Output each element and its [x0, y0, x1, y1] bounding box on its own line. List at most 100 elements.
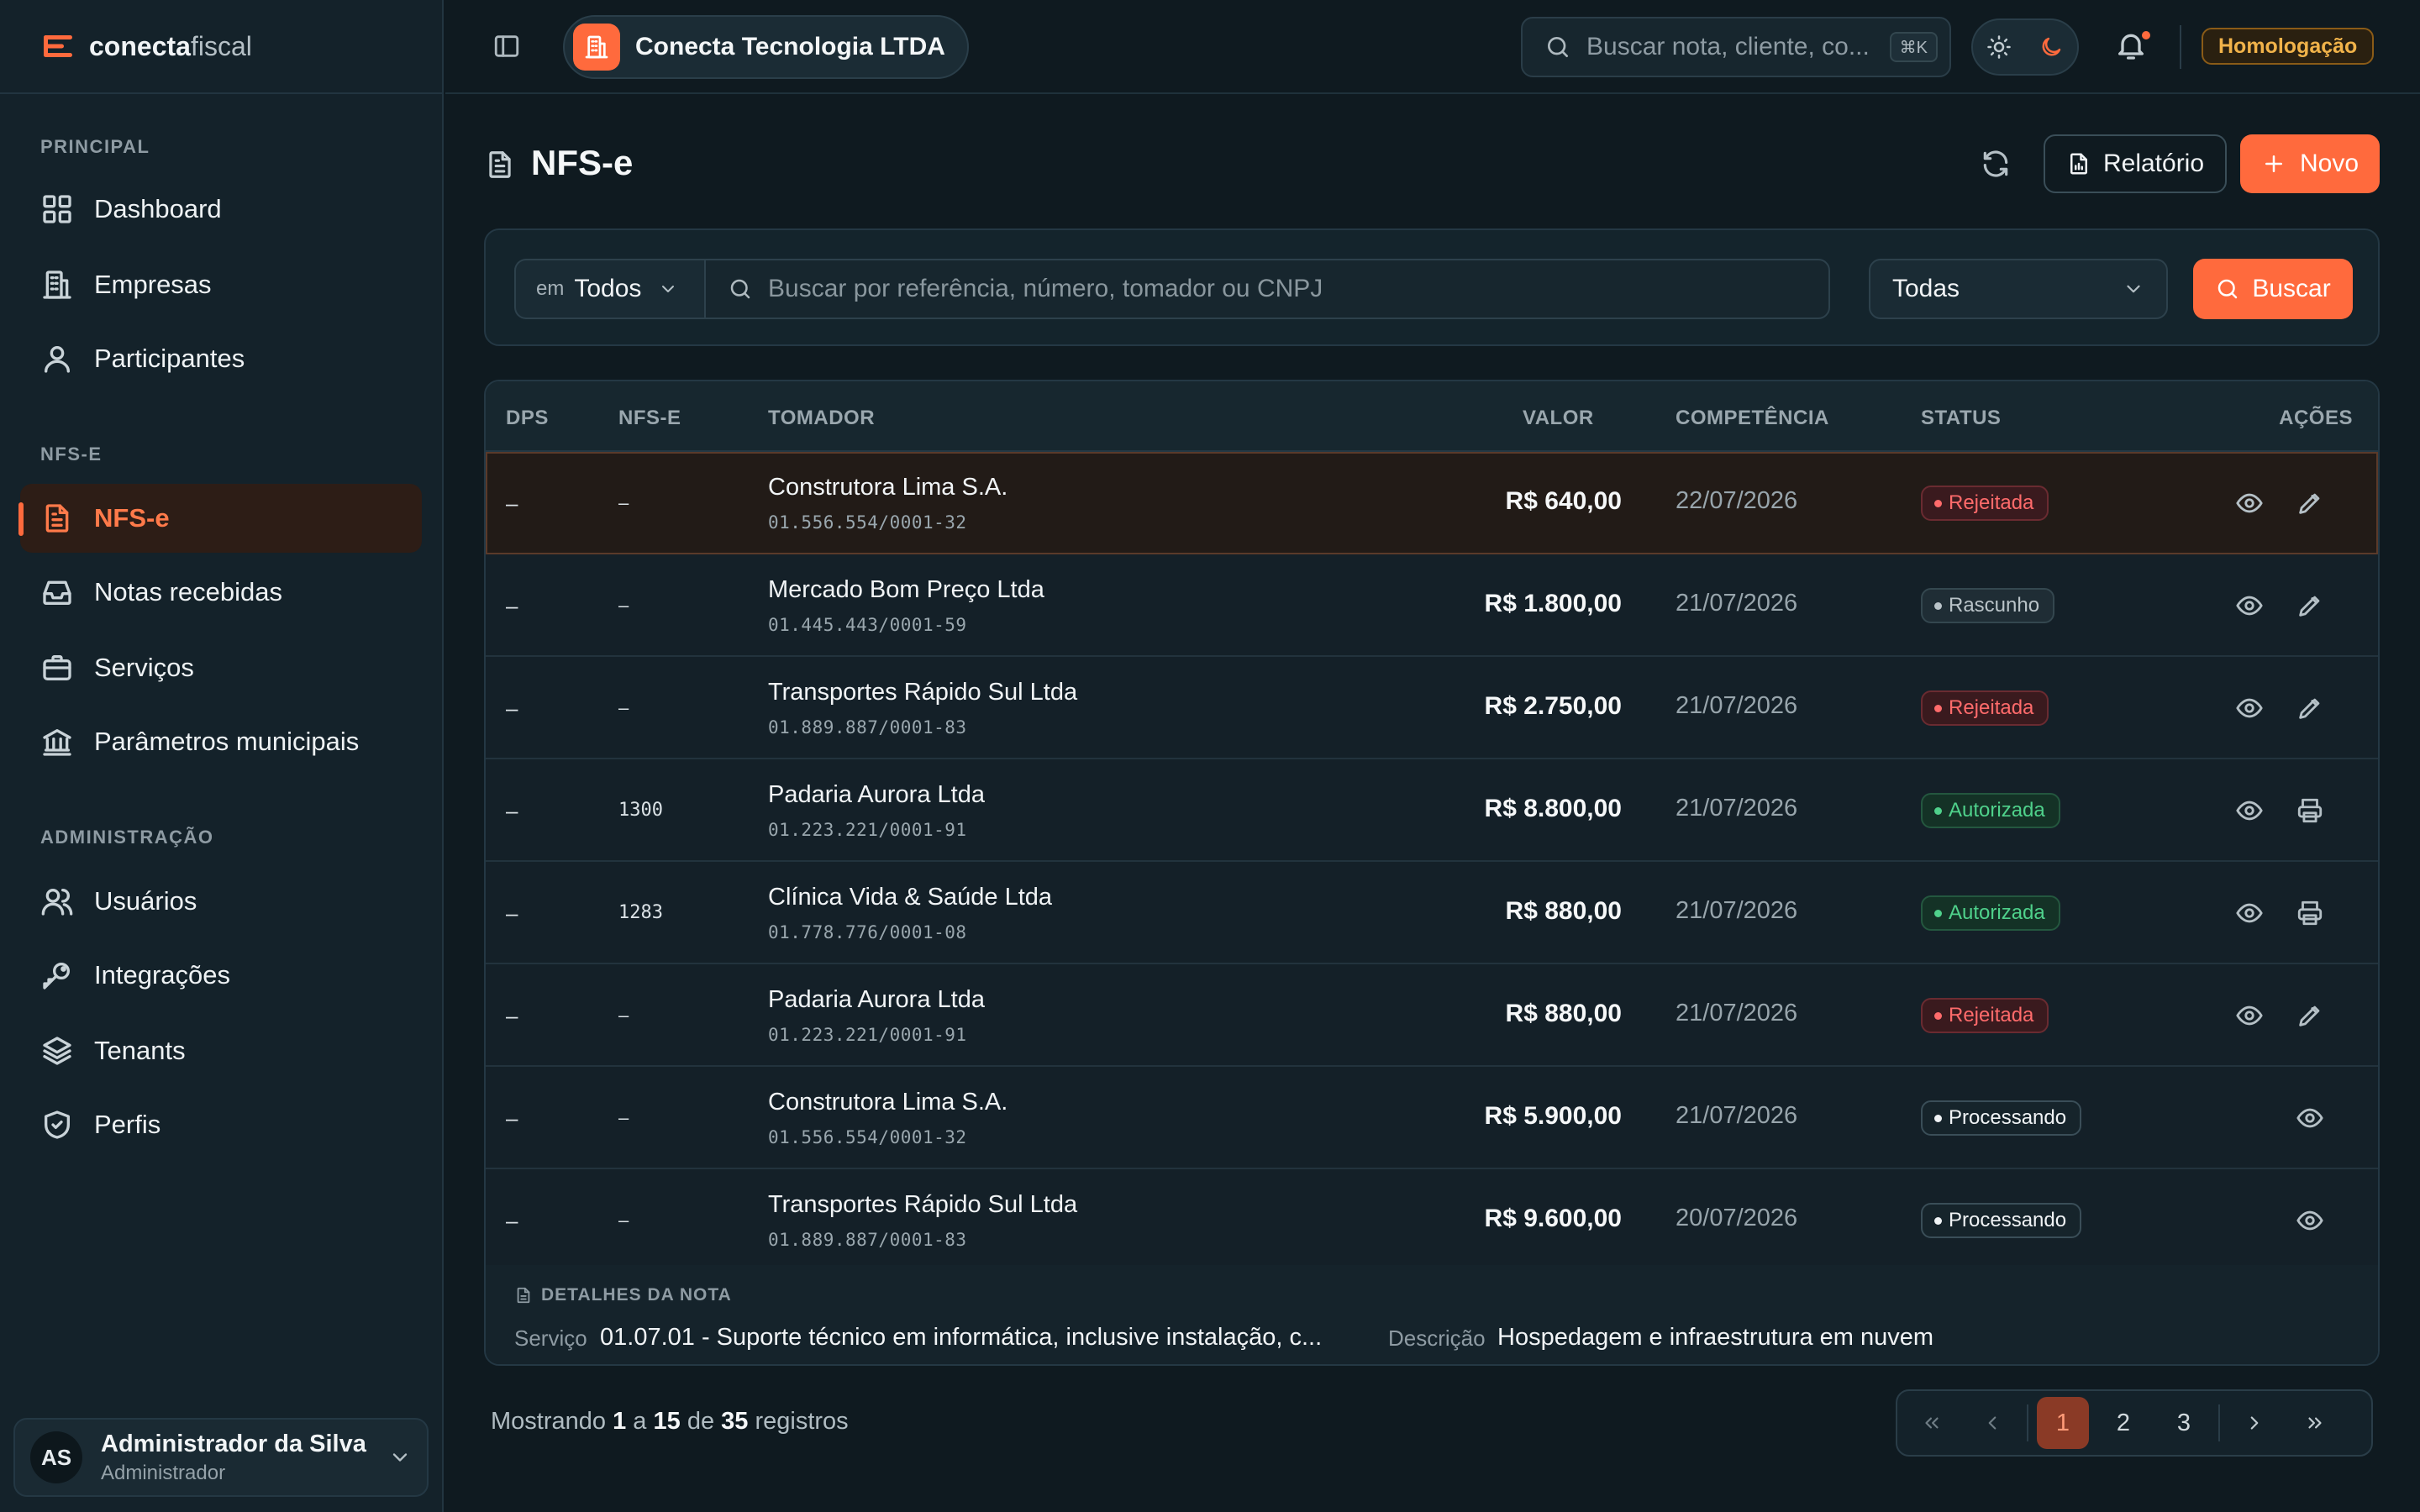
- global-search[interactable]: Buscar nota, cliente, co... ⌘K: [1521, 17, 1951, 77]
- cell-tomador-cnpj: 01.889.887/0001-83: [768, 1230, 967, 1250]
- refresh-icon[interactable]: [1980, 148, 2012, 180]
- sidebar-item-label: Notas recebidas: [94, 577, 283, 606]
- column-header-tomador[interactable]: TOMADOR: [768, 407, 876, 429]
- logo-icon: [44, 35, 72, 57]
- cell-tomador-cnpj: 01.556.554/0001-32: [768, 1127, 967, 1147]
- cell-valor: R$ 9.600,00: [1484, 1205, 1622, 1232]
- page-button-2[interactable]: 2: [2116, 1409, 2131, 1436]
- next-page-button[interactable]: [2228, 1397, 2281, 1449]
- search-button[interactable]: Buscar: [2193, 259, 2353, 319]
- bank-icon: [43, 729, 71, 756]
- cell-tomador-cnpj: 01.889.887/0001-83: [768, 717, 967, 738]
- sidebar-item-participantes[interactable]: Participantes: [20, 324, 422, 393]
- status-badge: Autorizada: [1921, 895, 2060, 931]
- chevron-down-icon: [392, 1453, 408, 1462]
- cell-competencia: 21/07/2026: [1676, 897, 1798, 924]
- sidebar-item-perfis[interactable]: Perfis: [20, 1090, 422, 1159]
- sidebar-item-nfse[interactable]: NFS-e: [18, 484, 422, 553]
- sidebar-item-label: Parâmetros municipais: [94, 727, 360, 756]
- cell-dps: –: [506, 798, 518, 823]
- status-badge: Rejeitada: [1921, 486, 2049, 521]
- theme-toggle[interactable]: [1971, 18, 2079, 76]
- cell-tomador-name: Padaria Aurora Ltda: [768, 781, 985, 808]
- cell-dps: –: [506, 900, 518, 926]
- view-eye-icon[interactable]: [2235, 489, 2264, 517]
- column-header-nfse[interactable]: NFS-E: [618, 407, 681, 429]
- search-icon: [730, 279, 750, 299]
- scope-prefix: em: [536, 277, 565, 300]
- sidebar-toggle-icon[interactable]: [492, 32, 521, 60]
- print-icon[interactable]: [2296, 796, 2324, 825]
- previous-page-button[interactable]: [1966, 1397, 2018, 1449]
- column-header-status[interactable]: STATUS: [1921, 407, 2002, 429]
- table-row[interactable]: – 1283 Clínica Vida & Saúde Ltda 01.778.…: [486, 862, 2378, 964]
- global-search-placeholder: Buscar nota, cliente, co...: [1586, 33, 1870, 60]
- document-icon: [517, 1287, 530, 1304]
- page-button-1[interactable]: 1: [2037, 1397, 2089, 1449]
- table-row[interactable]: – 1300 Padaria Aurora Ltda 01.223.221/00…: [486, 759, 2378, 862]
- sidebar-item-tenants[interactable]: Tenants: [20, 1016, 422, 1085]
- brand-logo[interactable]: conectafiscal: [0, 0, 442, 94]
- sidebar-item-usuarios[interactable]: Usuários: [20, 867, 422, 936]
- sidebar-item-integracoes[interactable]: Integrações: [20, 941, 422, 1010]
- cell-dps: –: [506, 1105, 518, 1131]
- company-building-icon: [573, 24, 620, 71]
- nfse-table: DPS NFS-E TOMADOR VALOR COMPETÊNCIA STAT…: [484, 380, 2380, 1366]
- moon-icon[interactable]: [2039, 34, 2064, 60]
- new-button[interactable]: Novo: [2240, 134, 2380, 193]
- cell-nfse: –: [618, 697, 629, 718]
- building-icon: [43, 270, 71, 299]
- sun-icon[interactable]: [1986, 34, 2012, 60]
- cell-tomador-cnpj: 01.223.221/0001-91: [768, 1025, 967, 1045]
- first-page-button[interactable]: [1906, 1397, 1958, 1449]
- user-menu[interactable]: AS Administrador da Silva Administrador: [13, 1418, 429, 1497]
- view-eye-icon[interactable]: [2296, 1206, 2324, 1235]
- column-header-acoes: AÇÕES: [2279, 407, 2353, 429]
- cell-valor: R$ 880,00: [1505, 897, 1622, 925]
- nav-section-principal: PRINCIPAL: [40, 136, 150, 157]
- print-icon[interactable]: [2296, 899, 2324, 927]
- column-header-competencia[interactable]: COMPETÊNCIA: [1676, 407, 1829, 429]
- view-eye-icon[interactable]: [2235, 899, 2264, 927]
- page-button-3[interactable]: 3: [2176, 1409, 2191, 1436]
- view-eye-icon[interactable]: [2235, 796, 2264, 825]
- table-row[interactable]: – – Construtora Lima S.A. 01.556.554/000…: [486, 1067, 2378, 1169]
- last-page-button[interactable]: [2289, 1397, 2341, 1449]
- view-eye-icon[interactable]: [2235, 694, 2264, 722]
- cell-competencia: 20/07/2026: [1676, 1205, 1798, 1231]
- table-row[interactable]: – – Padaria Aurora Ltda 01.223.221/0001-…: [486, 964, 2378, 1067]
- view-eye-icon[interactable]: [2235, 591, 2264, 620]
- table-row[interactable]: – – Construtora Lima S.A. 01.556.554/000…: [486, 452, 2378, 554]
- column-header-dps[interactable]: DPS: [506, 407, 549, 429]
- sidebar-item-notas-recebidas[interactable]: Notas recebidas: [20, 558, 422, 627]
- view-eye-icon[interactable]: [2235, 1001, 2264, 1030]
- cell-nfse: 1283: [618, 902, 663, 923]
- filter-search-input[interactable]: [768, 275, 1776, 303]
- sidebar-item-servicos[interactable]: Serviços: [20, 633, 422, 702]
- bell-icon[interactable]: [2114, 29, 2148, 62]
- edit-pencil-icon[interactable]: [2296, 591, 2324, 620]
- sidebar-item-dashboard[interactable]: Dashboard: [20, 175, 422, 244]
- table-row[interactable]: – – Transportes Rápido Sul Ltda 01.889.8…: [486, 1169, 2378, 1272]
- report-button[interactable]: Relatório: [2044, 134, 2227, 193]
- company-switcher[interactable]: Conecta Tecnologia LTDA: [563, 15, 969, 79]
- sidebar-item-empresas[interactable]: Empresas: [20, 250, 422, 319]
- cell-valor: R$ 8.800,00: [1484, 795, 1622, 822]
- search-scope-select[interactable]: em Todos: [514, 259, 704, 319]
- column-header-valor[interactable]: VALOR: [1523, 407, 1594, 429]
- key-icon: [43, 963, 70, 990]
- status-badge: Processando: [1921, 1203, 2082, 1238]
- status-filter-select[interactable]: Todas: [1869, 259, 2168, 319]
- edit-pencil-icon[interactable]: [2296, 694, 2324, 722]
- details-description-value: Hospedagem e infraestrutura em nuvem: [1497, 1324, 1934, 1351]
- table-row[interactable]: – – Transportes Rápido Sul Ltda 01.889.8…: [486, 657, 2378, 759]
- filter-search-box: [704, 259, 1830, 319]
- status-badge: Autorizada: [1921, 793, 2060, 828]
- sidebar-item-parametros-municipais[interactable]: Parâmetros municipais: [20, 707, 422, 776]
- cell-competencia: 22/07/2026: [1676, 487, 1798, 514]
- chevrons-right-icon: [2308, 1417, 2322, 1429]
- edit-pencil-icon[interactable]: [2296, 1001, 2324, 1030]
- table-row[interactable]: – – Mercado Bom Preço Ltda 01.445.443/00…: [486, 554, 2378, 657]
- view-eye-icon[interactable]: [2296, 1104, 2324, 1132]
- edit-pencil-icon[interactable]: [2296, 489, 2324, 517]
